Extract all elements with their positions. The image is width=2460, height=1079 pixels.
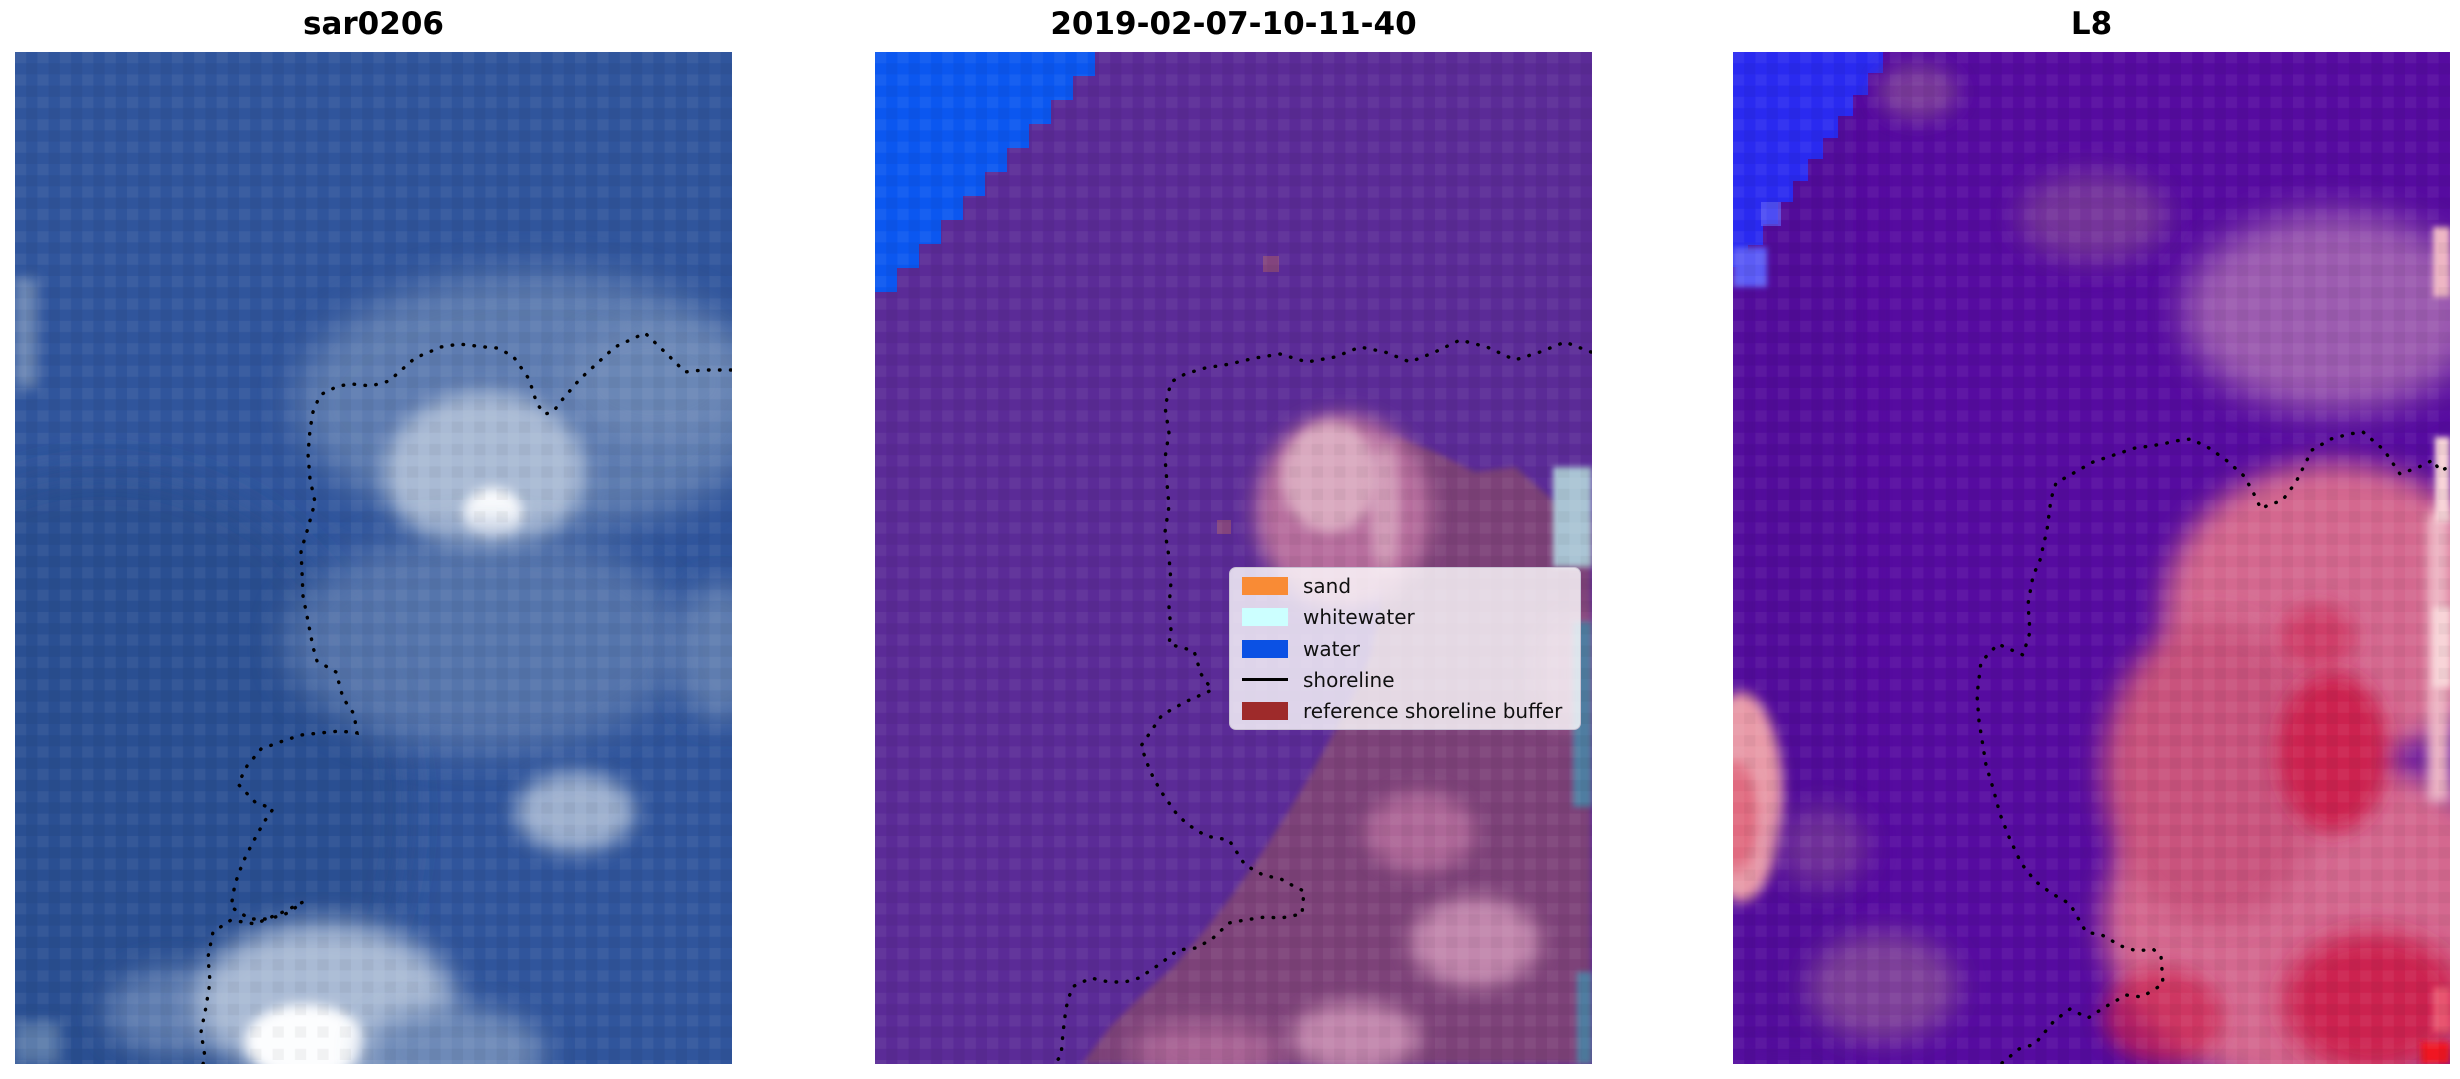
water-swatch xyxy=(1242,639,1288,658)
classified-shoreline-dots xyxy=(1052,338,1592,1064)
panel-l8 xyxy=(1733,52,2450,1064)
panel-title-classified: 2019-02-07-10-11-40 xyxy=(1050,6,1417,42)
panel-title-sar: sar0206 xyxy=(303,6,444,42)
legend-row-shoreline: shoreline xyxy=(1242,670,1568,690)
legend-row-water: water xyxy=(1242,639,1568,659)
legend-label-buffer: reference shoreline buffer xyxy=(1303,699,1563,723)
map-legend: sand whitewater water shoreline referenc… xyxy=(1229,567,1581,730)
classified-image xyxy=(875,52,1592,1064)
classified-pixelation xyxy=(875,52,1592,1064)
panel-sar xyxy=(15,52,732,1064)
legend-row-sand: sand xyxy=(1242,576,1568,596)
l8-pixelation xyxy=(1733,52,2450,1064)
sand-swatch xyxy=(1242,577,1288,595)
shoreline-swatch xyxy=(1242,678,1288,682)
legend-label-shoreline: shoreline xyxy=(1303,667,1395,692)
panel-classified: sand whitewater water shoreline referenc… xyxy=(875,52,1592,1064)
legend-label-whitewater: whitewater xyxy=(1303,605,1415,630)
whitewater-swatch xyxy=(1242,608,1288,627)
panel-title-l8: L8 xyxy=(2070,6,2113,42)
sar-pixelation xyxy=(15,52,732,1064)
legend-label-sand: sand xyxy=(1303,574,1352,598)
l8-image xyxy=(1733,52,2450,1064)
legend-row-buffer: reference shoreline buffer xyxy=(1242,701,1568,721)
buffer-swatch xyxy=(1242,702,1288,720)
sar-image xyxy=(15,52,732,1064)
legend-label-water: water xyxy=(1303,636,1360,661)
legend-row-whitewater: whitewater xyxy=(1242,607,1568,627)
